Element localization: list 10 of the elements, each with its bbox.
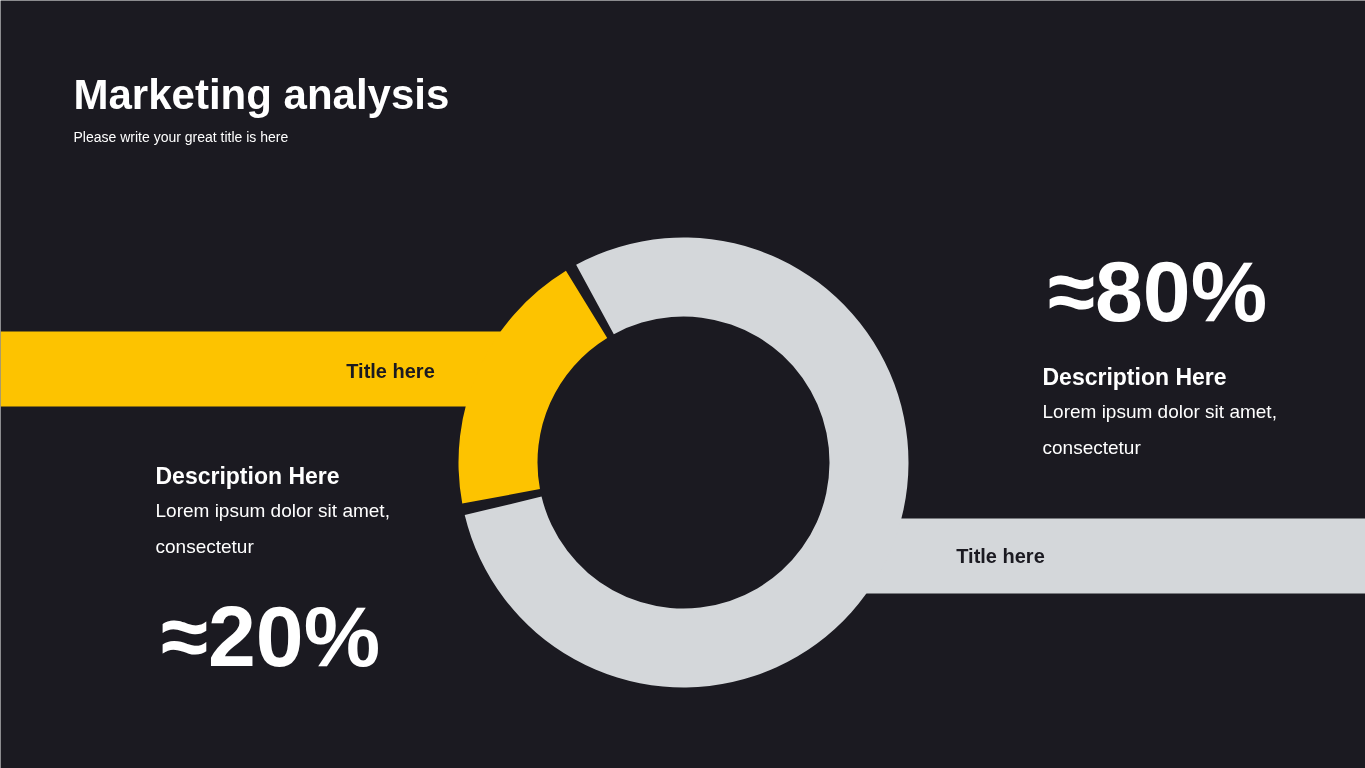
text: Lorem ipsum dolor sit amet, consectetur xyxy=(155,499,390,558)
slice-label: Title here xyxy=(346,359,435,382)
text: Lorem ipsum dolor sit amet, consectetur xyxy=(1042,400,1277,459)
text: Description Here xyxy=(155,462,340,489)
chart-title: Marketing analysis xyxy=(73,71,450,118)
text: Description Here xyxy=(1042,363,1227,390)
slice-label: Title here xyxy=(956,544,1045,567)
chart-subtitle: Please write your great title is here xyxy=(73,128,289,145)
data-label: ≈80% xyxy=(1047,242,1268,339)
data-label: ≈20% xyxy=(160,587,381,684)
